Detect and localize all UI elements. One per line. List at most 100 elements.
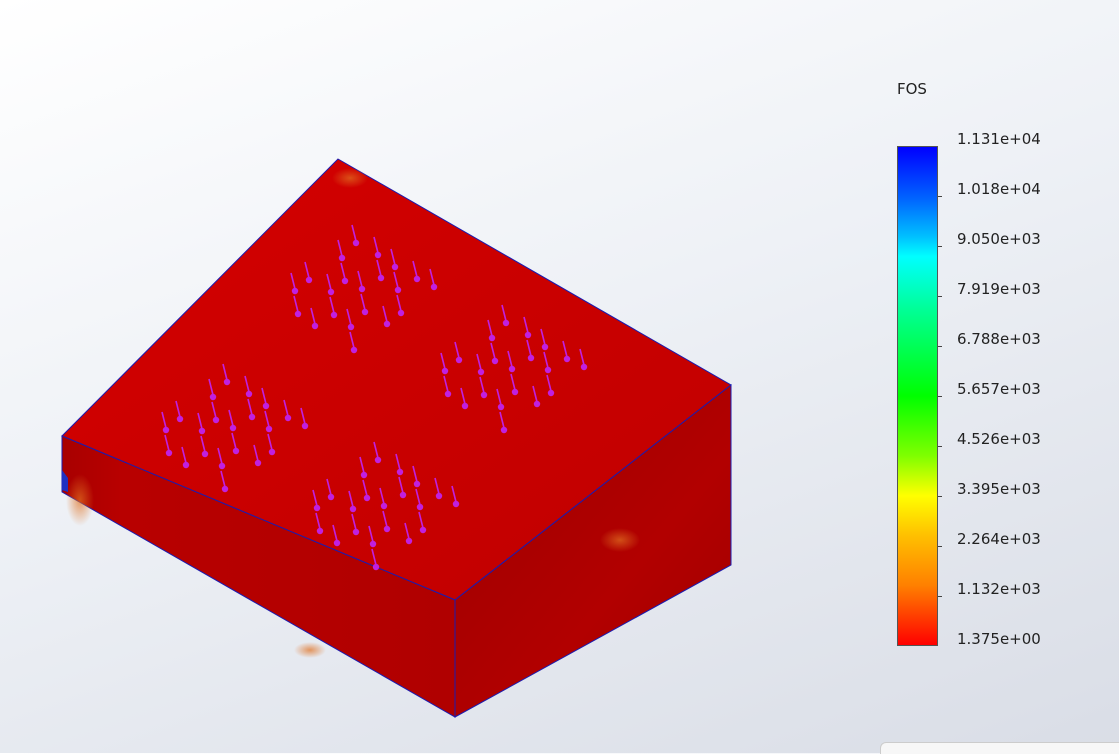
force-arrow-icon xyxy=(200,435,209,458)
legend-label: 9.050e+03 xyxy=(957,230,1041,248)
legend-label: 1.018e+04 xyxy=(957,180,1041,198)
force-arrow-icon xyxy=(310,307,319,330)
force-arrow-icon xyxy=(398,476,407,499)
force-arrow-icon xyxy=(329,296,338,319)
force-arrow-icon xyxy=(360,293,369,316)
force-arrow-icon xyxy=(357,270,366,293)
force-arrow-icon xyxy=(332,524,341,547)
force-arrow-icon xyxy=(479,376,488,399)
force-arrow-icon xyxy=(247,398,256,421)
force-arrow-icon xyxy=(211,401,220,424)
force-arrow-icon xyxy=(208,378,217,401)
force-arrow-icon xyxy=(404,522,413,545)
force-arrow-icon xyxy=(379,487,388,510)
force-arrow-icon xyxy=(507,350,516,373)
force-arrow-icon xyxy=(451,485,460,508)
force-arrow-icon xyxy=(290,272,299,295)
legend-tick xyxy=(938,196,942,197)
force-arrow-icon xyxy=(501,304,510,327)
legend-label: 1.132e+03 xyxy=(957,580,1041,598)
force-arrow-icon xyxy=(476,353,485,376)
force-arrow-icon xyxy=(579,348,588,371)
force-arrow-icon xyxy=(253,444,262,467)
force-arrow-icon xyxy=(261,387,270,410)
legend-title: FOS xyxy=(897,80,927,98)
legend-tick xyxy=(938,546,942,547)
force-arrow-icon xyxy=(197,412,206,435)
force-arrow-icon xyxy=(164,434,173,457)
legend-label: 1.375e+00 xyxy=(957,630,1041,648)
force-arrow-icon xyxy=(429,268,438,291)
force-arrow-icon xyxy=(300,407,309,430)
force-arrow-icon xyxy=(373,236,382,259)
part-model[interactable] xyxy=(61,158,732,718)
legend-tick xyxy=(938,446,942,447)
force-arrow-icon xyxy=(362,479,371,502)
force-arrow-icon xyxy=(175,400,184,423)
force-arrow-icon xyxy=(376,259,385,282)
legend-label: 1.131e+04 xyxy=(957,130,1041,148)
legend-tick xyxy=(938,296,942,297)
force-arrow-icon xyxy=(228,409,237,432)
force-arrow-icon xyxy=(415,488,424,511)
force-arrow-icon xyxy=(523,316,532,339)
force-arrow-icon xyxy=(340,262,349,285)
force-arrow-icon xyxy=(396,294,405,317)
force-arrow-icon xyxy=(412,465,421,488)
force-arrow-icon xyxy=(222,363,231,386)
force-arrow-icon xyxy=(368,525,377,548)
model-side-face[interactable] xyxy=(454,383,732,718)
legend-label: 4.526e+03 xyxy=(957,430,1041,448)
force-arrow-icon xyxy=(293,295,302,318)
force-arrow-icon xyxy=(460,387,469,410)
legend-tick xyxy=(938,396,942,397)
force-arrow-icon xyxy=(434,477,443,500)
force-arrow-icon xyxy=(349,331,358,354)
force-arrow-icon xyxy=(393,271,402,294)
force-arrow-icon xyxy=(510,373,519,396)
legend-label: 5.657e+03 xyxy=(957,380,1041,398)
force-arrow-icon xyxy=(244,375,253,398)
force-arrow-icon xyxy=(562,340,571,363)
force-arrow-icon xyxy=(283,399,292,422)
force-arrow-icon xyxy=(220,470,229,493)
force-arrow-icon xyxy=(443,375,452,398)
force-arrow-icon xyxy=(496,388,505,411)
force-arrow-icon xyxy=(412,260,421,283)
force-arrow-icon xyxy=(487,319,496,342)
stress-hotspot xyxy=(332,168,368,188)
force-arrow-icon xyxy=(382,510,391,533)
force-arrow-icon xyxy=(440,352,449,375)
force-arrow-icon xyxy=(532,385,541,408)
force-arrow-icon xyxy=(373,441,382,464)
force-arrow-icon xyxy=(217,447,226,470)
force-arrow-icon xyxy=(337,239,346,262)
stress-hotspot xyxy=(66,474,94,526)
force-arrow-icon xyxy=(351,513,360,536)
force-arrows-group xyxy=(161,224,588,571)
min-fos-marker xyxy=(62,470,68,492)
force-arrow-icon xyxy=(181,446,190,469)
force-arrow-icon xyxy=(382,305,391,328)
legend-tick xyxy=(938,496,942,497)
force-arrow-icon xyxy=(231,432,240,455)
force-arrow-icon xyxy=(546,374,555,397)
force-arrow-icon xyxy=(348,490,357,513)
corner-panel xyxy=(880,742,1119,754)
force-arrow-icon xyxy=(264,410,273,433)
force-arrow-icon xyxy=(359,456,368,479)
force-arrow-icon xyxy=(418,511,427,534)
force-arrow-icon xyxy=(454,341,463,364)
force-arrow-icon xyxy=(490,342,499,365)
force-arrow-icon xyxy=(351,224,360,247)
legend-tick xyxy=(938,246,942,247)
force-arrow-icon xyxy=(540,328,549,351)
force-arrow-icon xyxy=(543,351,552,374)
force-arrow-icon xyxy=(326,478,335,501)
force-arrow-icon xyxy=(267,433,276,456)
stress-hotspot xyxy=(600,528,640,552)
force-arrow-icon xyxy=(312,489,321,512)
force-arrow-icon xyxy=(326,273,335,296)
force-arrow-icon xyxy=(161,411,170,434)
